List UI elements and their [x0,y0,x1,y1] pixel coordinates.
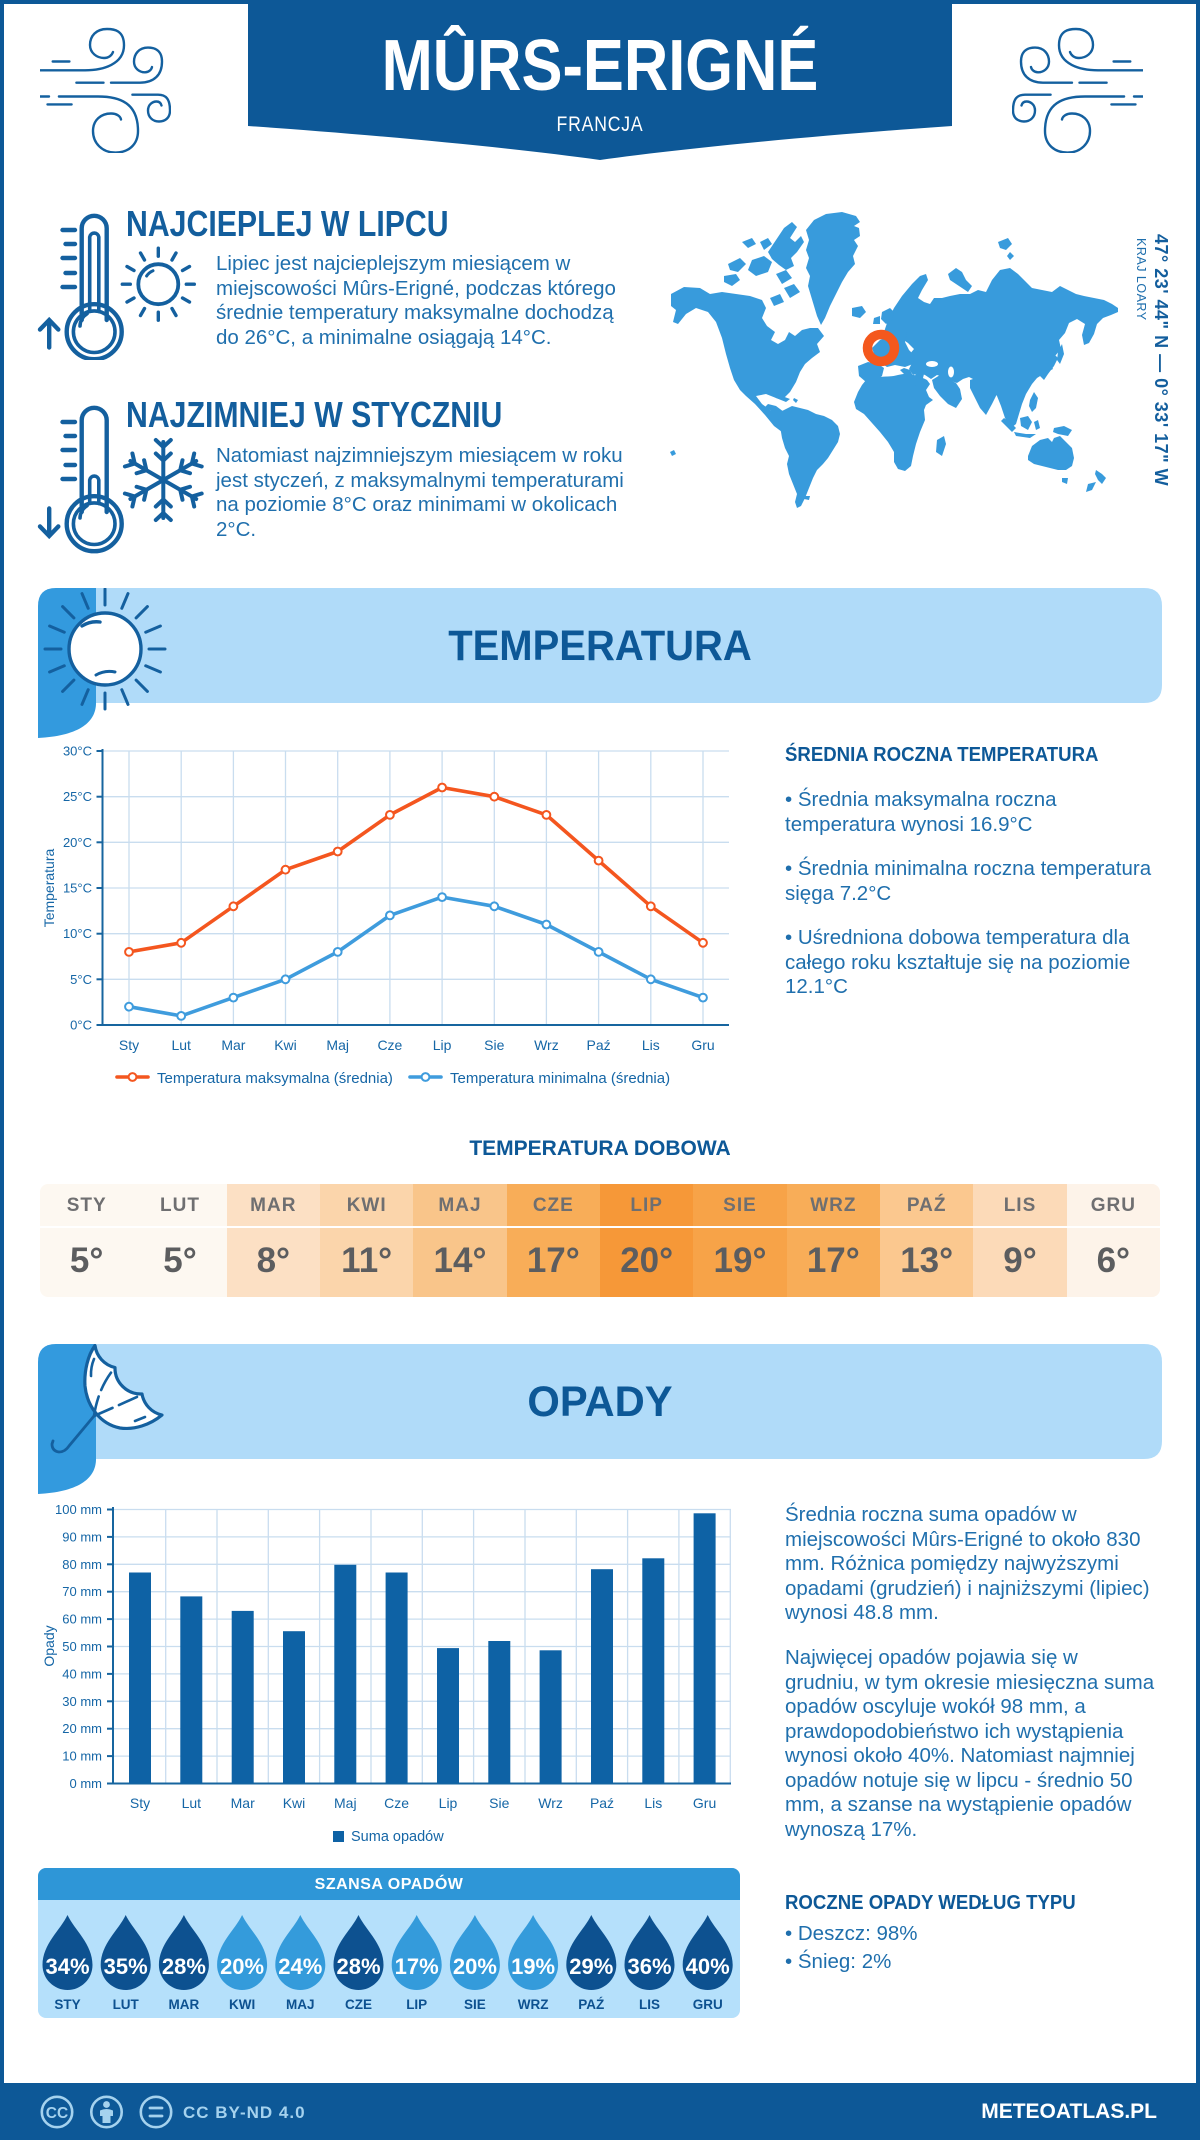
svg-text:24%: 24% [278,1954,322,1979]
svg-text:20°C: 20°C [63,835,92,850]
svg-text:5°C: 5°C [70,972,92,987]
svg-text:25°C: 25°C [63,789,92,804]
svg-text:Lut: Lut [182,1795,202,1811]
svg-text:40 mm: 40 mm [62,1666,102,1681]
svg-text:30 mm: 30 mm [62,1694,102,1709]
svg-text:LUT: LUT [113,1997,140,2012]
svg-text:Opady: Opady [41,1625,57,1666]
svg-text:Temperatura: Temperatura [41,848,57,927]
svg-text:0°C: 0°C [70,1018,92,1033]
svg-text:Lis: Lis [642,1037,660,1053]
svg-text:28%: 28% [336,1954,380,1979]
svg-text:STY: STY [54,1997,80,2012]
svg-text:SIE: SIE [464,1997,486,2012]
svg-text:20%: 20% [220,1954,264,1979]
svg-text:GRU: GRU [693,1997,723,2012]
svg-text:CZE: CZE [345,1997,372,2012]
svg-text:Kwi: Kwi [274,1037,297,1053]
svg-text:35%: 35% [104,1954,148,1979]
svg-text:Kwi: Kwi [283,1795,306,1811]
svg-text:WRZ: WRZ [518,1997,549,2012]
svg-text:36%: 36% [627,1954,671,1979]
svg-text:MAJ: MAJ [286,1997,315,2012]
svg-text:Gru: Gru [693,1795,716,1811]
svg-text:19%: 19% [511,1954,555,1979]
svg-text:Temperatura maksymalna (średni: Temperatura maksymalna (średnia) [157,1070,393,1087]
svg-text:20%: 20% [453,1954,497,1979]
svg-text:Lip: Lip [439,1795,458,1811]
svg-text:17%: 17% [395,1954,439,1979]
svg-text:30°C: 30°C [63,744,92,759]
svg-text:Sie: Sie [484,1037,504,1053]
svg-text:MAR: MAR [169,1997,200,2012]
svg-text:40%: 40% [686,1954,730,1979]
svg-text:Wrz: Wrz [538,1795,563,1811]
svg-text:100 mm: 100 mm [55,1502,102,1517]
svg-text:20 mm: 20 mm [62,1721,102,1736]
svg-text:90 mm: 90 mm [62,1529,102,1544]
svg-text:PAŹ: PAŹ [578,1997,604,2012]
svg-text:50 mm: 50 mm [62,1639,102,1654]
svg-text:Maj: Maj [326,1037,349,1053]
svg-text:Sie: Sie [489,1795,509,1811]
svg-text:Mar: Mar [231,1795,255,1811]
svg-text:Paź: Paź [587,1037,611,1053]
svg-text:Maj: Maj [334,1795,357,1811]
svg-text:80 mm: 80 mm [62,1557,102,1572]
svg-text:Cze: Cze [377,1037,402,1053]
svg-text:CC: CC [46,2105,68,2122]
svg-text:70 mm: 70 mm [62,1584,102,1599]
svg-text:0 mm: 0 mm [70,1776,103,1791]
svg-text:Lis: Lis [644,1795,662,1811]
svg-text:Cze: Cze [384,1795,409,1811]
svg-text:Sty: Sty [119,1037,139,1053]
svg-text:60 mm: 60 mm [62,1612,102,1627]
svg-text:Lut: Lut [171,1037,191,1053]
svg-text:Sty: Sty [130,1795,150,1811]
svg-text:Suma opadów: Suma opadów [351,1829,444,1845]
svg-text:LIS: LIS [639,1997,660,2012]
svg-text:28%: 28% [162,1954,206,1979]
svg-text:LIP: LIP [406,1997,427,2012]
svg-text:10 mm: 10 mm [62,1749,102,1764]
svg-text:Gru: Gru [691,1037,714,1053]
svg-text:Lip: Lip [433,1037,452,1053]
svg-text:15°C: 15°C [63,881,92,896]
svg-text:10°C: 10°C [63,926,92,941]
svg-text:KWI: KWI [229,1997,255,2012]
svg-text:29%: 29% [569,1954,613,1979]
svg-text:CC BY-ND 4.0: CC BY-ND 4.0 [183,2103,306,2122]
svg-text:Wrz: Wrz [534,1037,559,1053]
svg-text:Mar: Mar [221,1037,245,1053]
svg-text:Temperatura minimalna (średnia: Temperatura minimalna (średnia) [450,1070,670,1087]
svg-text:Paź: Paź [590,1795,614,1811]
svg-text:34%: 34% [45,1954,89,1979]
